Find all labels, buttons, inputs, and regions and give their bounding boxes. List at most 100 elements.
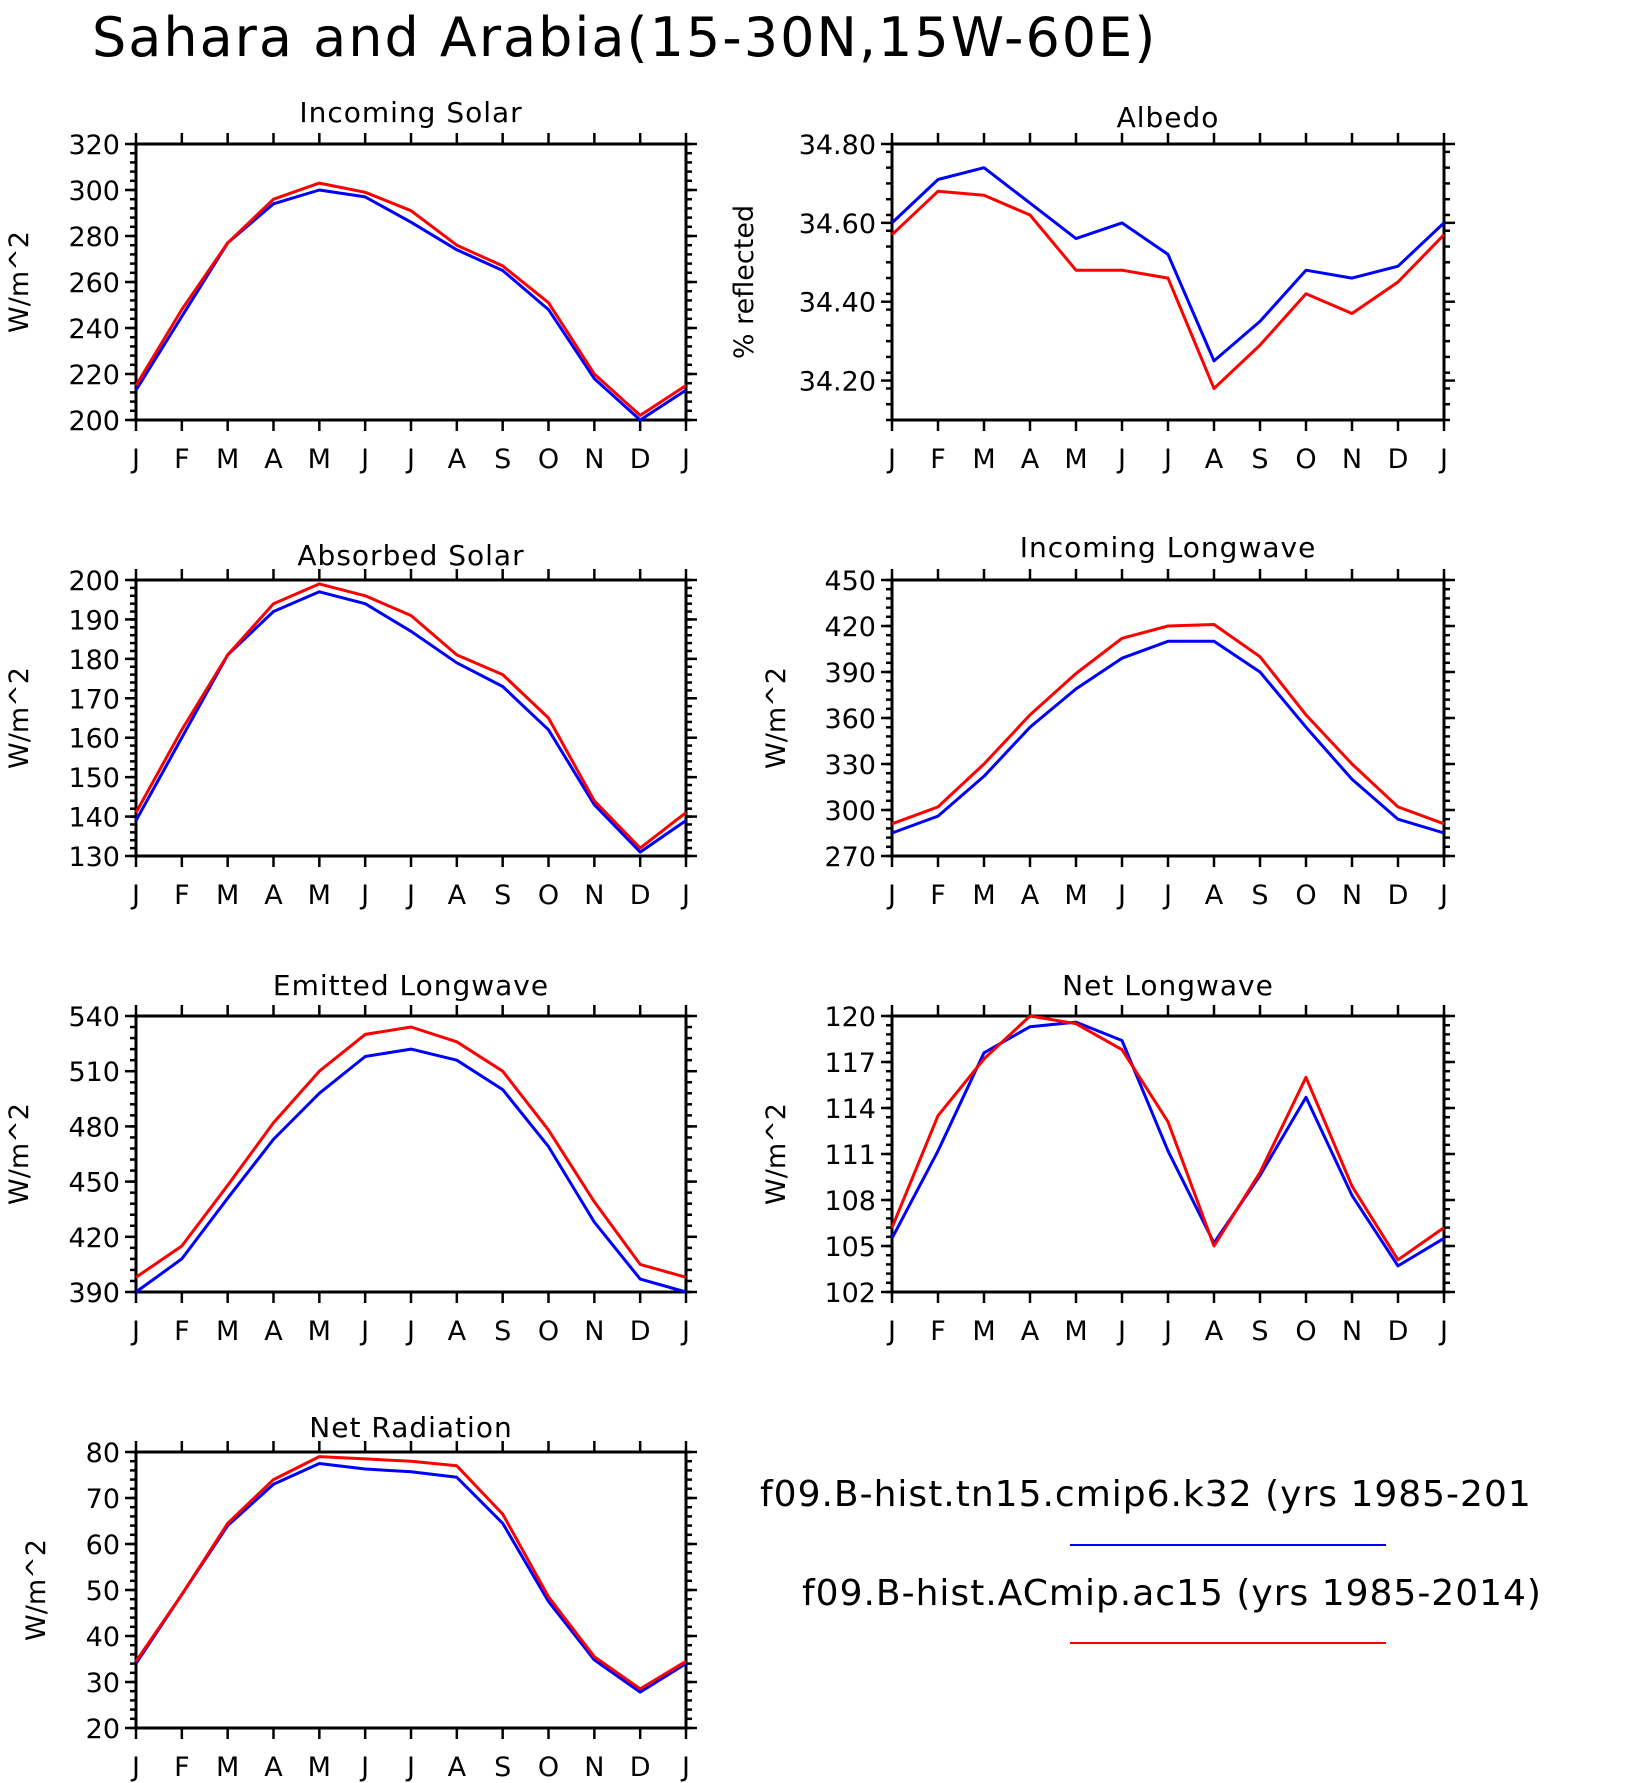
panel-title: Absorbed Solar: [297, 539, 524, 572]
series-line-1: [135, 1047, 687, 1294]
x-tick-label: A: [448, 1316, 467, 1347]
y-tick-label: 40: [86, 1622, 120, 1653]
y-tick-label: 30: [86, 1668, 120, 1699]
x-tick-label: J: [359, 444, 369, 475]
x-tick-label: O: [1295, 1316, 1316, 1347]
x-tick-label: F: [930, 1316, 946, 1347]
y-tick-label: 105: [824, 1232, 876, 1263]
y-tick-label: 34.60: [799, 209, 876, 240]
panel-title: Albedo: [1117, 101, 1220, 134]
x-tick-label: O: [1295, 880, 1316, 911]
series-line-2: [135, 1025, 687, 1279]
x-tick-label: M: [1064, 880, 1087, 911]
y-axis-label: W/m^2: [761, 1103, 792, 1205]
y-axis-label: W/m^2: [21, 1539, 52, 1641]
x-tick-label: M: [308, 1316, 331, 1347]
x-tick-label: J: [130, 1752, 140, 1783]
x-tick-label: F: [174, 880, 190, 911]
panel-title: Incoming Solar: [299, 96, 522, 129]
x-tick-label: M: [216, 1316, 239, 1347]
x-tick-label: A: [1021, 880, 1040, 911]
x-tick-label: J: [130, 880, 140, 911]
x-tick-label: F: [174, 1316, 190, 1347]
x-tick-label: M: [308, 880, 331, 911]
x-tick-label: A: [448, 1752, 467, 1783]
y-tick-label: 160: [68, 724, 120, 755]
x-tick-label: J: [359, 1752, 369, 1783]
y-tick-label: 450: [68, 1168, 120, 1199]
series-line-2: [134, 181, 687, 417]
x-tick-label: N: [584, 444, 604, 475]
x-tick-label: J: [405, 880, 415, 911]
x-tick-label: J: [359, 880, 369, 911]
x-tick-label: J: [405, 1316, 415, 1347]
y-tick-label: 260: [68, 268, 120, 299]
x-tick-label: D: [630, 1316, 651, 1347]
series-line-2: [890, 189, 1446, 390]
y-tick-label: 270: [824, 842, 876, 873]
y-tick-label: 420: [824, 612, 876, 643]
y-tick-label: 180: [68, 645, 120, 676]
plot-frame: [134, 142, 688, 422]
x-tick-label: J: [1116, 444, 1126, 475]
x-tick-label: S: [494, 1752, 511, 1783]
y-tick-label: 102: [824, 1278, 876, 1309]
x-tick-label: J: [359, 1316, 369, 1347]
y-tick-label: 200: [68, 406, 120, 437]
y-tick-label: 300: [824, 796, 876, 827]
x-tick-label: N: [584, 1316, 604, 1347]
x-tick-label: J: [1162, 1316, 1172, 1347]
plot-frame: [134, 1450, 688, 1730]
x-tick-label: F: [174, 444, 190, 475]
x-tick-label: N: [1342, 444, 1362, 475]
x-tick-label: A: [264, 444, 283, 475]
x-tick-label: S: [494, 1316, 511, 1347]
x-tick-label: D: [1388, 444, 1409, 475]
plot-frame: [134, 1014, 688, 1294]
series-line-2: [891, 623, 1445, 826]
y-tick-label: 360: [824, 704, 876, 735]
x-tick-label: N: [1342, 1316, 1362, 1347]
x-tick-label: A: [1205, 880, 1224, 911]
y-tick-label: 390: [824, 658, 876, 689]
y-axis-label: W/m^2: [4, 1103, 35, 1205]
y-tick-label: 280: [68, 222, 120, 253]
y-tick-label: 140: [68, 803, 120, 834]
x-tick-label: O: [538, 1316, 559, 1347]
y-tick-label: 510: [68, 1057, 120, 1088]
series-line-1: [134, 188, 687, 422]
x-tick-label: S: [1251, 880, 1268, 911]
x-tick-label: D: [630, 880, 651, 911]
panel-title: Net Radiation: [309, 1411, 512, 1444]
y-tick-label: 200: [68, 566, 120, 597]
x-tick-label: S: [494, 444, 511, 475]
x-tick-label: J: [405, 444, 415, 475]
y-tick-label: 420: [68, 1223, 120, 1254]
x-tick-label: J: [886, 444, 896, 475]
y-tick-label: 117: [824, 1048, 876, 1079]
y-tick-label: 240: [68, 314, 120, 345]
x-tick-label: A: [264, 1752, 283, 1783]
series-line-1: [134, 590, 687, 854]
x-tick-label: F: [930, 444, 946, 475]
series-line-2: [134, 1455, 687, 1691]
y-tick-label: 150: [68, 763, 120, 794]
x-tick-label: M: [216, 444, 239, 475]
x-tick-label: J: [886, 1316, 896, 1347]
y-tick-label: 120: [824, 1002, 876, 1033]
y-tick-label: 540: [68, 1002, 120, 1033]
y-tick-label: 20: [86, 1714, 120, 1745]
x-tick-label: M: [308, 444, 331, 475]
plot-frame: [890, 1014, 1446, 1294]
x-tick-label: J: [1162, 880, 1172, 911]
x-tick-label: J: [1116, 1316, 1126, 1347]
x-tick-label: M: [972, 444, 995, 475]
series-line-1: [134, 1462, 687, 1694]
legend-label-1: f09.B-hist.tn15.cmip6.k32 (yrs 1985-201: [760, 1474, 1532, 1515]
x-tick-label: D: [1388, 1316, 1409, 1347]
